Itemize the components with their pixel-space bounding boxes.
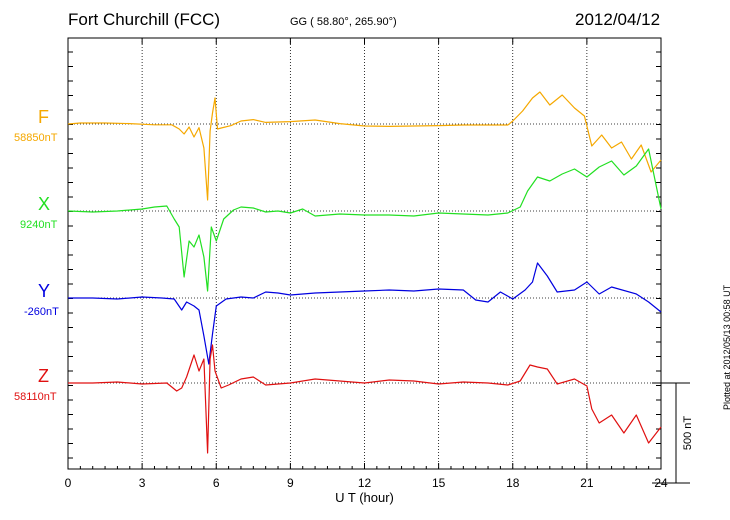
x-tick-label-3: 3 <box>139 476 146 490</box>
channel-x-baseline: 9240nT <box>20 219 58 231</box>
x-tick-label-6: 6 <box>213 476 220 490</box>
x-axis-title: U T (hour) <box>335 490 394 505</box>
series-x-line <box>67 148 662 292</box>
channel-f-baseline: 58850nT <box>14 132 58 144</box>
station-title: Fort Churchill (FCC) <box>68 10 221 29</box>
geographic-coordinates: GG ( 58.80°, 265.90°) <box>290 16 397 28</box>
channel-x-name: X <box>38 194 51 214</box>
channel-z-name: Z <box>38 366 49 386</box>
channel-f-name: F <box>38 107 49 127</box>
series-z-line <box>68 344 662 454</box>
x-tick-label-0: 0 <box>65 476 72 490</box>
series-f-line <box>67 91 662 201</box>
channel-y-name: Y <box>38 281 51 301</box>
x-tick-label-9: 9 <box>287 476 294 490</box>
channel-z-baseline: 58110nT <box>14 391 57 403</box>
channel-y-baseline: -260nT <box>24 306 59 318</box>
scale-bar-label: 500 nT <box>682 416 694 451</box>
x-tick-label-15: 15 <box>432 476 446 490</box>
x-tick-label-12: 12 <box>358 476 372 490</box>
x-tick-label-18: 18 <box>506 476 520 490</box>
x-tick-label-21: 21 <box>580 476 594 490</box>
date-label: 2012/04/12 <box>575 10 661 29</box>
series-y-line <box>68 262 662 365</box>
